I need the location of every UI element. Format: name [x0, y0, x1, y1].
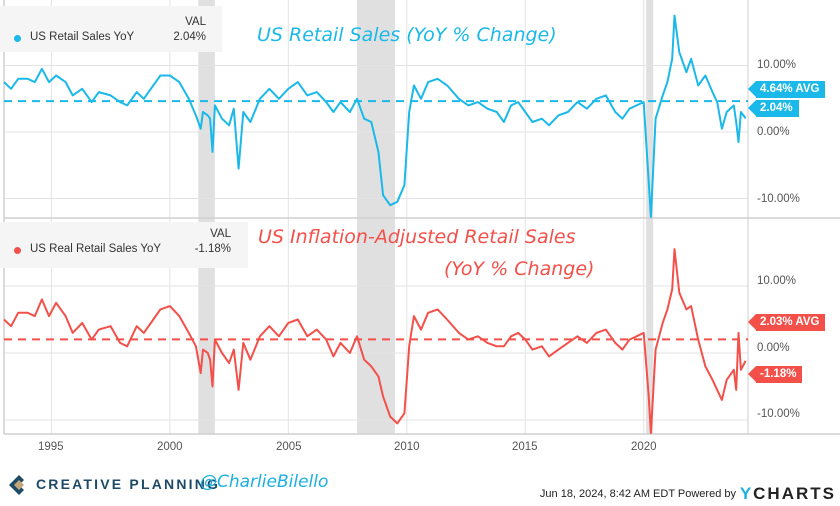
y-tick-label: -10.00%: [757, 193, 800, 205]
chart-title-bottom-line1: US Inflation-Adjusted Retail Sales: [258, 226, 576, 248]
brand-name: CREATIVE PLANNING: [36, 476, 221, 492]
x-tick-label: 2000: [157, 441, 183, 453]
legend-bottom: US Real Retail Sales YoY VAL -1.18%: [0, 222, 248, 268]
x-tick-label: 2015: [512, 441, 538, 453]
y-tick-label: 0.00%: [757, 342, 790, 354]
y-tick-label: 10.00%: [757, 59, 797, 71]
legend-value-retail: 2.04%: [173, 31, 206, 43]
last-value-tag-bottom: -1.18%: [747, 366, 803, 383]
x-tick-label: 1995: [38, 441, 64, 453]
legend-top: US Retail Sales YoY VAL 2.04%: [0, 6, 222, 52]
legend-value-real: -1.18%: [194, 243, 231, 255]
series-lines: [3, 14, 748, 434]
legend-val-header: VAL: [185, 16, 206, 28]
ycharts-logo-y: Y: [739, 484, 754, 503]
x-tick-label: 2010: [394, 441, 420, 453]
avg-tag-top: 4.64% AVG: [747, 81, 826, 98]
retail-sales-line: [3, 14, 747, 218]
x-tick-label: 2005: [276, 441, 302, 453]
legend-label-retail[interactable]: US Retail Sales YoY: [30, 31, 135, 43]
recession-bands: [198, 0, 654, 434]
timestamp: Jun 18, 2024, 8:42 AM EDT Powered by: [539, 488, 736, 500]
legend-dot-real: [14, 247, 21, 254]
creative-planning-logo-icon: [9, 475, 24, 495]
recession-band: [357, 0, 395, 434]
legend-dot-retail: [14, 35, 21, 42]
chart-title-top: US Retail Sales (YoY % Change): [257, 24, 557, 46]
last-value-tag-top: 2.04%: [748, 100, 799, 117]
y-tick-label: 10.00%: [757, 275, 797, 287]
legend-label-real[interactable]: US Real Retail Sales YoY: [30, 243, 162, 255]
x-tick-label: 2020: [631, 441, 657, 453]
ycharts-logo: YCHARTS: [740, 484, 836, 504]
y-tick-label: 0.00%: [757, 126, 790, 138]
gridlines: [3, 0, 840, 435]
avg-tag-bottom: 2.03% AVG: [747, 314, 826, 331]
ycharts-logo-text: CHARTS: [753, 484, 836, 503]
chart-title-bottom-line2: (YoY % Change): [444, 258, 595, 280]
author-handle: @CharlieBilello: [200, 472, 329, 492]
legend-val-header: VAL: [210, 228, 231, 240]
recession-band: [646, 0, 654, 434]
recession-band: [198, 0, 215, 434]
real-retail-sales-line: [3, 248, 747, 434]
y-tick-label: -10.00%: [757, 408, 800, 420]
